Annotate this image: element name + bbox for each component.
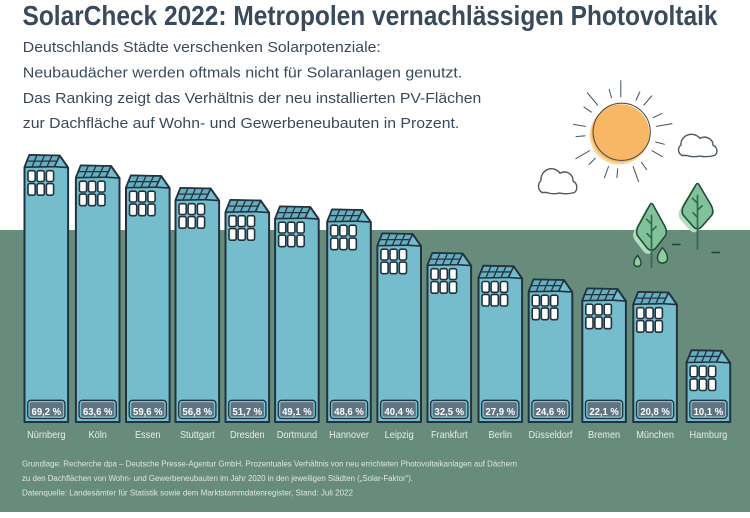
svg-text:24,6 %: 24,6 % xyxy=(536,407,566,418)
svg-text:Dortmund: Dortmund xyxy=(277,430,317,441)
svg-text:zu den Dachflächen von Wohn- u: zu den Dachflächen von Wohn- und Gewerbe… xyxy=(22,474,413,483)
svg-text:Hannover: Hannover xyxy=(329,430,369,441)
svg-text:48,6 %: 48,6 % xyxy=(334,407,364,418)
svg-text:56,8 %: 56,8 % xyxy=(183,407,213,418)
svg-text:40,4 %: 40,4 % xyxy=(384,407,414,418)
svg-text:27,9 %: 27,9 % xyxy=(486,407,516,418)
svg-text:Düsseldorf: Düsseldorf xyxy=(529,430,573,441)
svg-text:59,6 %: 59,6 % xyxy=(133,407,163,418)
svg-text:Leipzig: Leipzig xyxy=(385,430,414,441)
svg-text:Das Ranking zeigt das Verhältn: Das Ranking zeigt das Verhältnis der neu… xyxy=(23,90,482,107)
svg-text:Deutschlands Städte verschenke: Deutschlands Städte verschenken Solarpot… xyxy=(23,39,381,56)
svg-text:32,5 %: 32,5 % xyxy=(435,407,465,418)
svg-text:München: München xyxy=(636,430,674,441)
svg-text:Berlin: Berlin xyxy=(489,430,513,441)
svg-text:Datenquelle: Landesämter für S: Datenquelle: Landesämter für Statistik s… xyxy=(22,488,354,497)
svg-text:Hamburg: Hamburg xyxy=(690,430,728,441)
svg-text:49,1 %: 49,1 % xyxy=(282,407,312,418)
svg-text:20,8 %: 20,8 % xyxy=(640,407,670,418)
svg-text:Frankfurt: Frankfurt xyxy=(431,430,468,441)
svg-text:51,7 %: 51,7 % xyxy=(233,407,262,418)
svg-text:Dresden: Dresden xyxy=(230,430,265,441)
svg-text:22,1 %: 22,1 % xyxy=(589,407,619,418)
svg-text:10,1 %: 10,1 % xyxy=(694,407,724,418)
svg-text:Stuttgart: Stuttgart xyxy=(180,430,215,441)
svg-text:69,2 %: 69,2 % xyxy=(32,407,62,418)
svg-text:Grundlage: Recherche dpa – Deu: Grundlage: Recherche dpa – Deutsche Pres… xyxy=(22,459,517,468)
svg-text:Nürnberg: Nürnberg xyxy=(27,430,65,441)
svg-text:Köln: Köln xyxy=(89,430,108,441)
svg-text:63,6 %: 63,6 % xyxy=(83,407,113,418)
svg-text:Neubaudächer werden oftmals ni: Neubaudächer werden oftmals nicht für So… xyxy=(23,65,462,82)
svg-text:Essen: Essen xyxy=(135,430,161,441)
svg-text:SolarCheck 2022: Metropolen ve: SolarCheck 2022: Metropolen vernachlässi… xyxy=(23,0,719,31)
svg-text:zur Dachfläche auf Wohn- und G: zur Dachfläche auf Wohn- und Gewerbeneub… xyxy=(23,115,460,132)
svg-text:Bremen: Bremen xyxy=(588,430,620,441)
